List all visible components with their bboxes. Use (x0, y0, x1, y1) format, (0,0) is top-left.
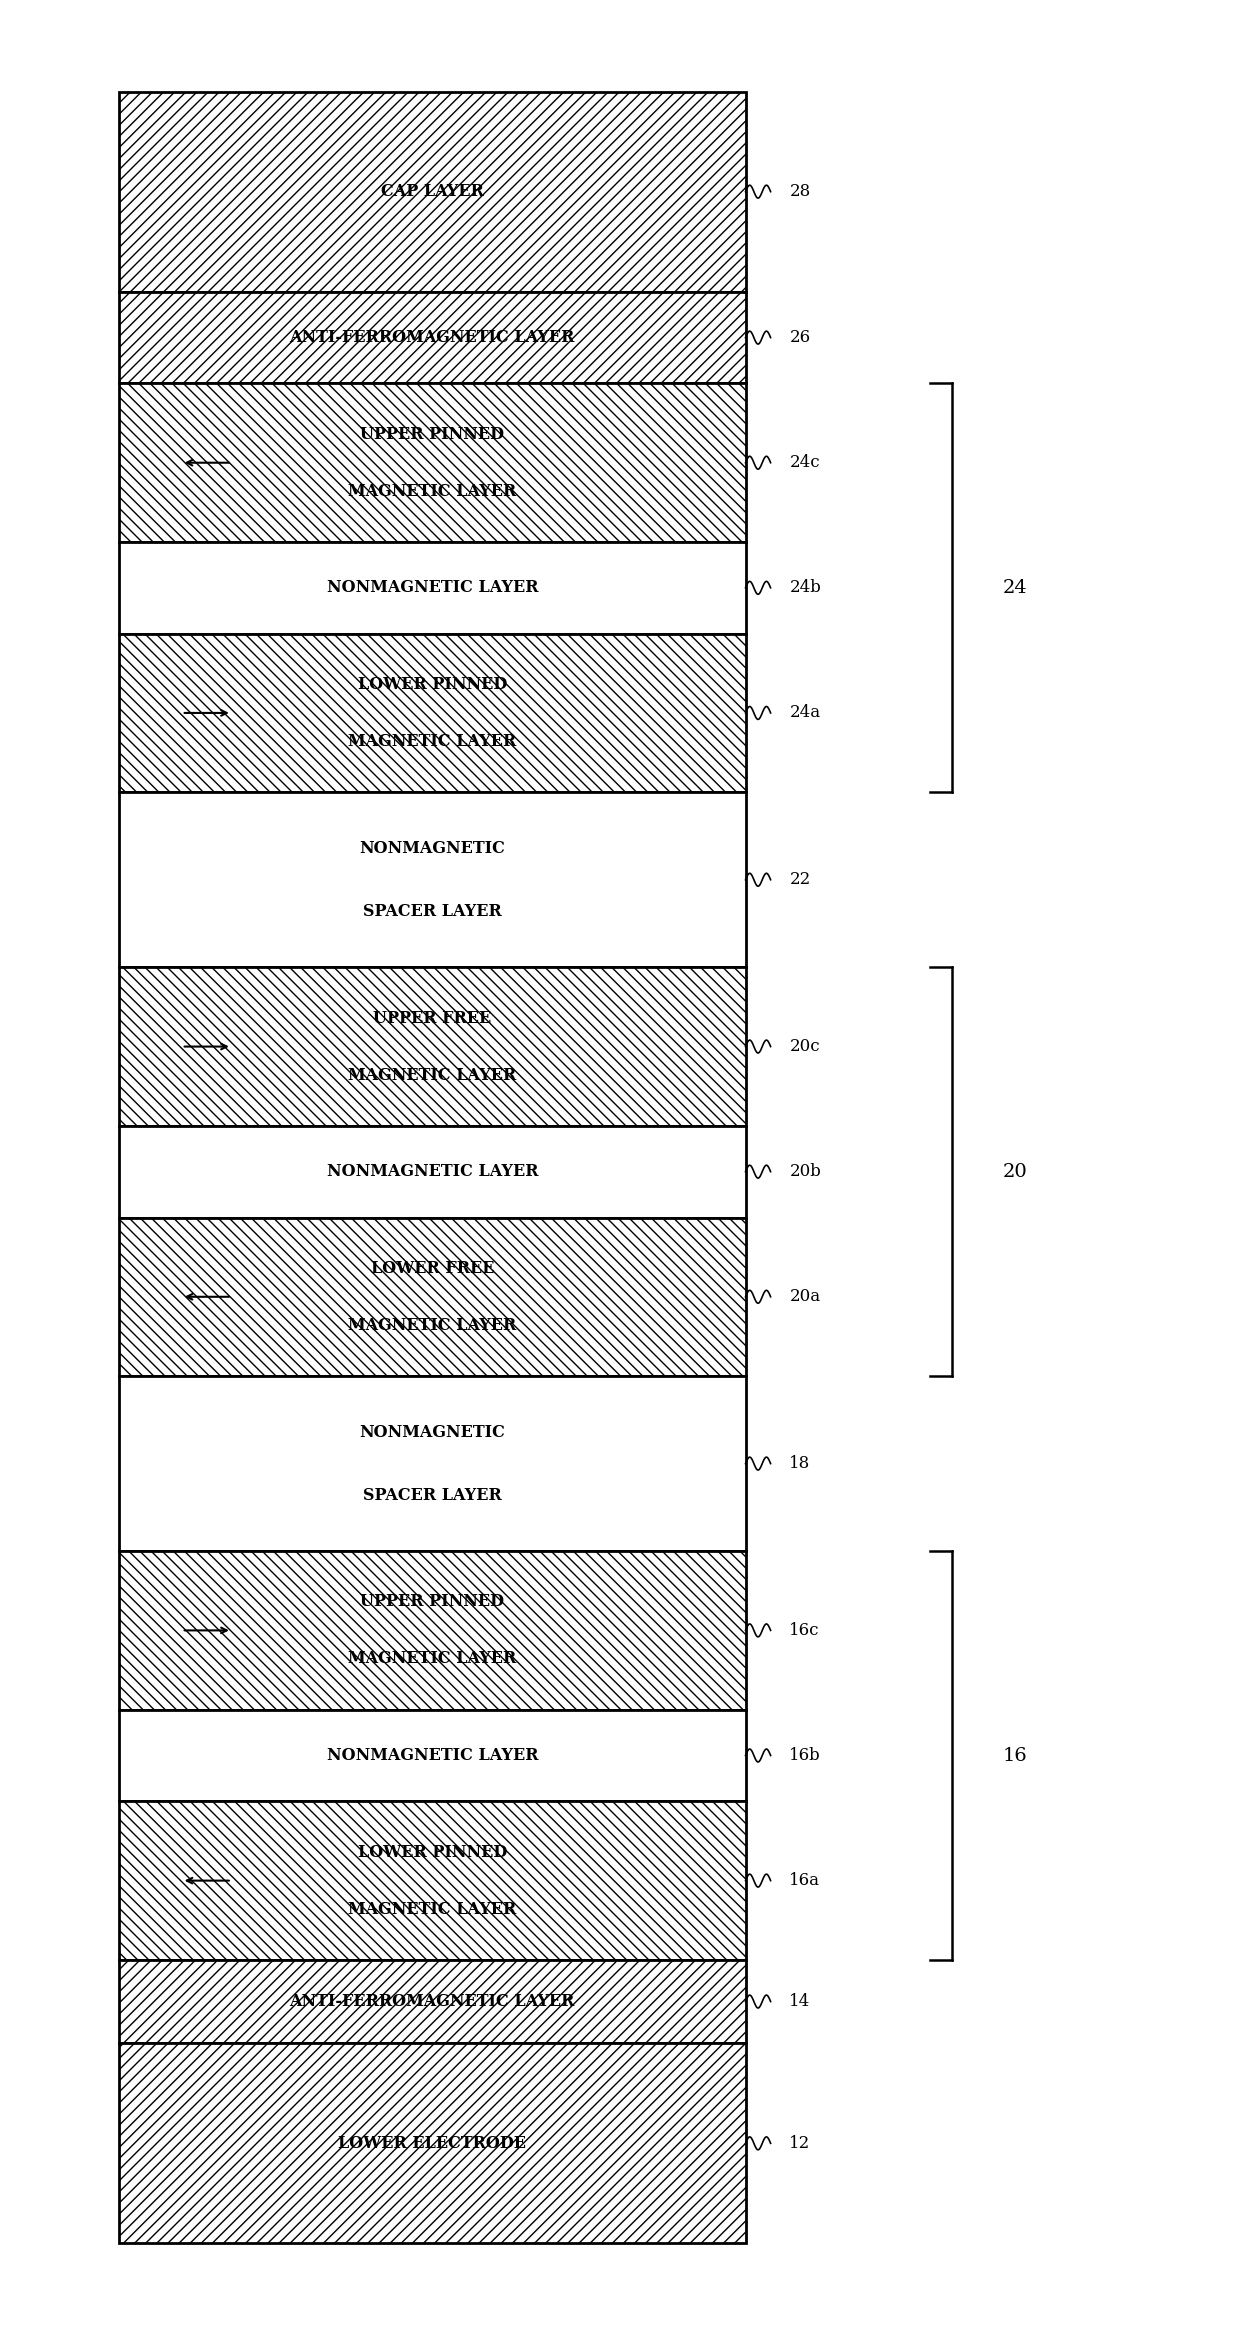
Bar (119, 91, 746, 292)
Text: 18: 18 (789, 1455, 811, 1471)
Bar (119, 967, 746, 1125)
Bar (119, 1959, 746, 2043)
Text: LOWER PINNED: LOWER PINNED (357, 1845, 507, 1861)
Bar (119, 542, 746, 633)
Text: MAGNETIC LAYER: MAGNETIC LAYER (348, 1067, 516, 1083)
Text: 14: 14 (789, 1994, 811, 2010)
Text: LOWER FREE: LOWER FREE (371, 1261, 494, 1277)
Text: 24a: 24a (789, 705, 821, 722)
Text: LOWER PINNED: LOWER PINNED (357, 675, 507, 693)
Text: MAGNETIC LAYER: MAGNETIC LAYER (348, 483, 516, 500)
Text: CAP LAYER: CAP LAYER (381, 182, 484, 201)
Text: MAGNETIC LAYER: MAGNETIC LAYER (348, 1651, 516, 1667)
Text: ANTI-FERROMAGNETIC LAYER: ANTI-FERROMAGNETIC LAYER (289, 329, 575, 346)
Text: 20c: 20c (789, 1039, 819, 1055)
Text: SPACER LAYER: SPACER LAYER (363, 1487, 501, 1504)
Text: NONMAGNETIC LAYER: NONMAGNETIC LAYER (327, 1747, 538, 1763)
Text: MAGNETIC LAYER: MAGNETIC LAYER (348, 1317, 516, 1333)
Text: NONMAGNETIC: NONMAGNETIC (360, 1424, 505, 1441)
Text: 12: 12 (789, 2134, 811, 2153)
Bar (119, 2043, 746, 2244)
Bar (119, 1125, 746, 1217)
Text: MAGNETIC LAYER: MAGNETIC LAYER (348, 733, 516, 750)
Bar (119, 2043, 746, 2244)
Text: 16: 16 (1002, 1747, 1027, 1765)
Text: 24c: 24c (789, 455, 819, 472)
Text: 24b: 24b (789, 579, 821, 595)
Text: 26: 26 (789, 329, 811, 346)
Text: SPACER LAYER: SPACER LAYER (363, 904, 501, 920)
Bar (119, 1800, 746, 1959)
Bar (119, 1375, 746, 1550)
Text: 22: 22 (789, 871, 811, 887)
Bar (119, 383, 746, 542)
Bar (119, 1550, 746, 1709)
Bar (119, 1217, 746, 1375)
Text: MAGNETIC LAYER: MAGNETIC LAYER (348, 1901, 516, 1917)
Bar (119, 1800, 746, 1959)
Bar (119, 967, 746, 1125)
Text: NONMAGNETIC LAYER: NONMAGNETIC LAYER (327, 1163, 538, 1179)
Text: UPPER PINNED: UPPER PINNED (361, 425, 504, 444)
Bar (119, 91, 746, 292)
Bar (119, 792, 746, 967)
Text: LOWER ELECTRODE: LOWER ELECTRODE (338, 2134, 526, 2153)
Bar (119, 1217, 746, 1375)
Text: 28: 28 (789, 182, 811, 201)
Text: 20: 20 (1002, 1163, 1027, 1182)
Text: NONMAGNETIC: NONMAGNETIC (360, 841, 505, 857)
Bar (119, 292, 746, 383)
Text: 24: 24 (1002, 579, 1027, 598)
Text: 20a: 20a (789, 1289, 821, 1305)
Text: 16b: 16b (789, 1747, 821, 1763)
Bar (119, 633, 746, 792)
Bar (119, 1550, 746, 1709)
Bar (119, 633, 746, 792)
Text: 20b: 20b (789, 1163, 821, 1179)
Bar (119, 1709, 746, 1800)
Text: 16c: 16c (789, 1623, 819, 1639)
Text: UPPER FREE: UPPER FREE (373, 1009, 491, 1027)
Text: UPPER PINNED: UPPER PINNED (361, 1592, 504, 1611)
Text: NONMAGNETIC LAYER: NONMAGNETIC LAYER (327, 579, 538, 595)
Bar (119, 1959, 746, 2043)
Bar (119, 292, 746, 383)
Text: 16a: 16a (789, 1873, 821, 1889)
Text: ANTI-FERROMAGNETIC LAYER: ANTI-FERROMAGNETIC LAYER (289, 1994, 575, 2010)
Bar (119, 383, 746, 542)
